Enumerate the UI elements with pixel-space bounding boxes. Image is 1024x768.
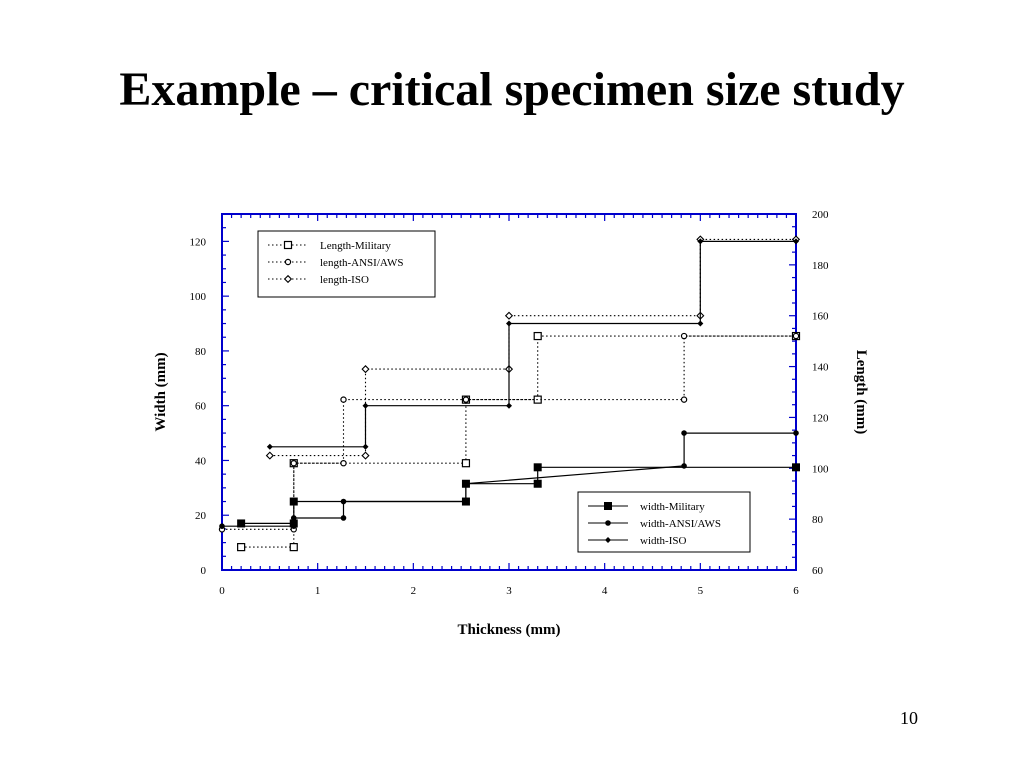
legend-label: width-Military (640, 501, 705, 513)
y-right-tick-label: 100 (812, 463, 829, 475)
x-tick-label: 3 (506, 585, 512, 597)
data-point-width-iso (506, 402, 512, 409)
legend-marker (605, 520, 611, 526)
data-point-width-ansi-aws (463, 498, 469, 505)
y-left-tick-label: 0 (201, 565, 207, 577)
x-tick-label: 5 (698, 585, 704, 597)
y-left-tick-label: 120 (190, 236, 207, 248)
legend-label: width-ISO (640, 535, 687, 547)
data-point-length-ansi-aws (680, 332, 688, 340)
data-point-length-iso (265, 451, 274, 460)
data-point-width-iso (697, 320, 704, 327)
legend-length: Length-Military length-ANSI/AWS length-ISO (257, 230, 436, 298)
legend-label: length-ANSI/AWS (320, 257, 403, 269)
x-tick-label: 2 (411, 585, 417, 597)
data-point-width-ansi-aws (463, 480, 469, 487)
y-right-tick-label: 60 (812, 565, 824, 577)
data-point-width-military (533, 463, 542, 472)
legend-marker (283, 274, 293, 284)
x-tick-label: 4 (602, 585, 608, 597)
data-point-length-military (461, 459, 471, 468)
y-right-tick-label: 80 (812, 514, 824, 526)
data-point-width-iso (697, 238, 704, 245)
data-point-width-iso (793, 238, 799, 245)
y-left-tick-label: 60 (195, 401, 207, 413)
data-point-length-ansi-aws (792, 332, 800, 340)
legend-label: Length-Military (320, 240, 391, 252)
data-point-width-ansi-aws (681, 430, 687, 436)
data-point-length-iso (361, 365, 370, 374)
data-point-length-military (237, 543, 246, 552)
series-line-width-ansi-aws (222, 432, 796, 527)
legend-marker (604, 502, 612, 510)
y-right-axis-title: Length (mm) (853, 350, 869, 435)
data-point-length-iso (504, 311, 514, 320)
page-number: 10 (900, 708, 918, 728)
data-point-length-ansi-aws (680, 396, 688, 403)
y-right-tick-label: 160 (812, 311, 829, 323)
y-left-tick-label: 100 (190, 291, 207, 303)
data-point-length-iso (361, 451, 370, 460)
data-point-width-ansi-aws (681, 463, 687, 469)
x-tick-label: 6 (793, 585, 799, 597)
data-point-width-military (792, 463, 800, 472)
data-point-width-iso (506, 320, 512, 327)
data-point-width-military (289, 497, 298, 506)
x-tick-label: 0 (219, 585, 225, 597)
legend-label: width-ANSI/AWS (640, 518, 721, 530)
legend-width: width-Military width-ANSI/AWS width-ISO (577, 491, 751, 553)
data-point-width-military (237, 519, 246, 528)
y-right-tick-label: 120 (812, 412, 829, 424)
legend-marker (283, 240, 293, 250)
data-point-width-iso (362, 402, 369, 409)
data-point-width-ansi-aws (340, 515, 347, 521)
y-right-tick-label: 180 (812, 260, 829, 272)
data-point-length-ansi-aws (340, 396, 347, 403)
data-point-length-ansi-aws (290, 460, 297, 467)
data-point-length-ansi-aws (340, 460, 347, 467)
data-point-width-iso (266, 443, 273, 450)
legend-label: length-ISO (320, 274, 369, 286)
legend-marker (605, 537, 611, 543)
y-left-tick-label: 40 (195, 455, 207, 467)
data-point-length-ansi-aws (462, 396, 470, 403)
data-point-width-ansi-aws (340, 498, 347, 505)
series-line-width-iso (269, 240, 796, 448)
x-tick-label: 1 (315, 585, 321, 597)
data-point-width-ansi-aws (290, 515, 297, 521)
series-line-length-military (241, 335, 796, 548)
data-point-width-ansi-aws (219, 523, 225, 529)
y-right-tick-label: 200 (812, 209, 829, 221)
y-right-tick-label: 140 (812, 362, 829, 374)
data-point-width-ansi-aws (290, 523, 297, 529)
y-left-tick-label: 80 (195, 346, 207, 358)
data-point-length-military (289, 543, 298, 552)
data-point-width-ansi-aws (793, 430, 799, 436)
slide-title: Example – critical specimen size study (119, 63, 905, 116)
x-axis-title: Thickness (mm) (458, 622, 561, 638)
legend-marker (284, 258, 292, 266)
data-point-width-military (533, 479, 542, 488)
data-point-length-military (533, 331, 542, 341)
data-point-width-iso (362, 443, 369, 450)
y-left-axis-title: Width (mm) (153, 352, 169, 431)
y-left-tick-label: 20 (195, 510, 207, 522)
